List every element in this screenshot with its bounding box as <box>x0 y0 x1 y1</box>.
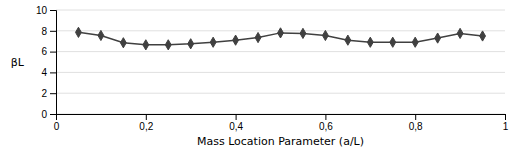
y-axis: 0 2 4 6 8 10 <box>36 5 57 120</box>
y-tick-label: 10 <box>36 5 48 16</box>
x-axis-title: Mass Location Parameter (a/L) <box>197 135 364 148</box>
x-tick: 0 <box>54 114 60 132</box>
marker <box>322 30 328 40</box>
grid <box>56 10 505 114</box>
marker <box>345 35 351 45</box>
marker <box>143 40 149 50</box>
y-tick-label: 2 <box>41 88 47 99</box>
y-tick: 0 <box>41 109 56 120</box>
y-axis-line <box>50 11 57 115</box>
marker <box>412 37 418 47</box>
x-axis: 0 0,2 0,4 0,6 0,8 1 <box>54 114 509 132</box>
marker <box>435 33 441 43</box>
x-tick: 0,8 <box>409 114 423 132</box>
x-tick-label: 1 <box>503 121 509 132</box>
y-tick-mark <box>50 114 56 115</box>
marker <box>278 28 284 38</box>
y-tick-mark <box>50 52 56 53</box>
x-tick-mark <box>505 114 506 120</box>
x-tick-mark <box>325 114 326 120</box>
marker <box>98 30 104 40</box>
marker <box>367 37 373 47</box>
x-tick-mark <box>415 114 416 120</box>
y-tick-mark <box>50 31 56 32</box>
grid-line <box>56 51 505 52</box>
y-tick-mark <box>50 72 56 73</box>
x-axis-line <box>57 115 506 121</box>
x-tick-label: 0,8 <box>409 121 423 132</box>
grid-line <box>56 93 505 94</box>
marker <box>210 37 216 47</box>
x-tick: 1 <box>503 114 509 132</box>
marker <box>390 37 396 47</box>
marker <box>165 40 171 50</box>
x-tick-label: 0 <box>54 121 60 132</box>
y-tick-label: 0 <box>41 109 47 120</box>
marker <box>76 27 82 37</box>
grid-line <box>56 10 505 11</box>
x-tick-mark <box>146 114 147 120</box>
y-tick: 8 <box>41 26 56 37</box>
y-tick-mark <box>50 10 56 11</box>
marker <box>255 32 261 42</box>
marker <box>457 28 463 38</box>
marks <box>76 27 486 50</box>
x-tick-label: 0,2 <box>139 121 153 132</box>
y-tick-label: 8 <box>41 26 47 37</box>
chart: 00,20,40,60,810246810Mass Location Param… <box>0 0 519 150</box>
marker <box>233 35 239 45</box>
x-tick: 0,2 <box>139 114 153 132</box>
marker <box>120 38 126 48</box>
marker <box>300 28 306 38</box>
plot: 00,20,40,60,810246810Mass Location Param… <box>11 5 509 148</box>
y-tick: 10 <box>36 5 56 16</box>
x-tick-label: 0,4 <box>229 121 243 132</box>
y-tick: 6 <box>41 46 56 57</box>
x-tick-mark <box>236 114 237 120</box>
x-tick-label: 0,6 <box>319 121 333 132</box>
y-tick-label: 6 <box>41 46 47 57</box>
y-tick-mark <box>50 93 56 94</box>
marker <box>480 31 486 41</box>
y-tick: 2 <box>41 88 56 99</box>
grid-line <box>56 72 505 73</box>
x-tick: 0,4 <box>229 114 243 132</box>
y-tick: 4 <box>41 67 56 78</box>
y-tick-label: 4 <box>41 67 47 78</box>
y-axis-title: βL <box>11 56 25 69</box>
marker <box>188 39 194 49</box>
x-tick: 0,6 <box>319 114 333 132</box>
